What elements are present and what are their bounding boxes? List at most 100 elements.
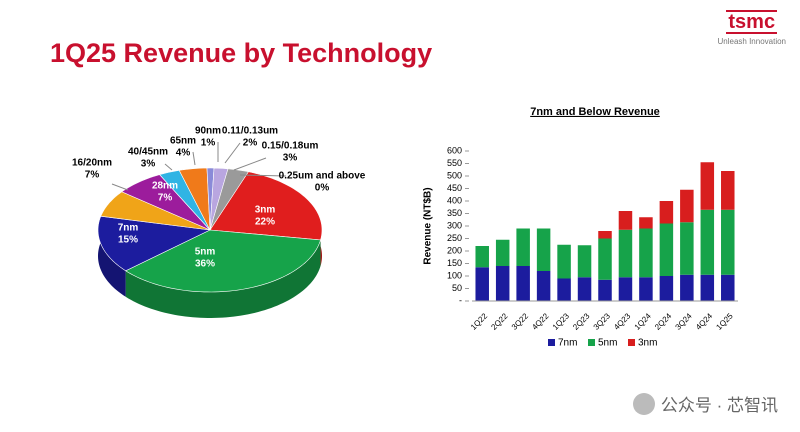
pie-side [98,216,126,297]
slice-value-label: 7% [85,170,100,181]
x-tick-label: 1Q25 [714,311,735,332]
x-tick-label: 2Q22 [489,311,510,332]
bar-segment [598,238,612,280]
watermark-icon [632,392,655,415]
y-tick-label: 200 [447,245,462,255]
bar-segment [557,278,571,301]
y-tick-label: 150 [447,258,462,268]
logo: tsmc Unleash Innovation [717,10,787,46]
leader-line [239,174,287,177]
bar-segment [700,162,715,210]
y-axis-label: Revenue (NT$B) [423,187,434,264]
bar-segment [618,277,633,301]
x-tick-label: 2Q23 [571,311,592,332]
x-tick-label: 4Q23 [612,311,633,332]
y-tick-label: 450 [447,183,462,193]
bar-segment [680,274,694,301]
y-tick-label: 350 [447,208,462,218]
y-tick-label: 500 [447,170,462,180]
slice-value-label: 0% [315,183,330,194]
x-tick-label: 1Q22 [469,311,490,332]
bar-segment [700,274,715,301]
bar-segment [700,209,715,275]
x-tick-label: 4Q24 [694,311,715,332]
slice-label: 90nm [195,126,221,137]
bar-segment [598,231,612,239]
slice-value-label: 22% [255,217,275,228]
slice-label: 16/20nm [72,158,112,169]
bar-segment [516,228,530,266]
slice-label: 0.25um and above [279,171,366,182]
bar-segment [659,276,674,301]
slice-label: 0.11/0.13um [222,126,278,137]
leader-line [192,151,196,166]
bar-segment [536,228,551,271]
pie-slice [125,229,321,293]
x-tick-label: 1Q23 [551,311,572,332]
y-tick-label: - [459,295,462,305]
y-tick-label: 100 [447,270,462,280]
slice-value-label: 36% [195,259,215,270]
legend-swatch [548,339,555,346]
slice-value-label: 3% [141,159,156,170]
pie-slice [209,168,249,231]
bar-segment [639,228,653,278]
slice-label: 28nm [152,181,178,192]
pie-slice [100,191,211,231]
pie-side [125,239,321,318]
slice-value-label: 2% [243,138,258,149]
bar-segment [516,266,530,301]
pie-slice [97,215,212,272]
slice-label: 65nm [170,136,196,147]
x-tick-label: 3Q22 [510,311,531,332]
x-tick-label: 4Q22 [530,311,551,332]
slice-value-label: 7% [158,193,173,204]
x-tick-label: 3Q23 [592,311,613,332]
legend-swatch [588,339,595,346]
y-tick-label: 400 [447,195,462,205]
y-tick-label: 600 [447,145,462,155]
bar-segment [721,209,735,275]
slice-label: 0.15/0.18um [262,141,319,152]
leader-line [224,142,241,164]
y-tick-label: 250 [447,233,462,243]
bar-segment [721,274,735,301]
pie-slice [209,171,323,241]
bar-segment [475,267,489,301]
watermark: 公众号 · 芯智讯 [632,391,778,416]
bar-segment [557,244,571,279]
legend-label: 3nm [638,338,657,349]
pie-slice [178,167,211,231]
slice-value-label: 4% [176,148,191,159]
legend-swatch [628,339,635,346]
logo-tagline: Unleash Innovation [717,37,787,46]
bar-segment [577,245,592,278]
y-tick-label: 300 [447,220,462,230]
legend-label: 5nm [598,338,617,349]
bar-segment [577,277,592,301]
x-tick-label: 1Q24 [633,311,654,332]
slice-value-label: 1% [201,138,216,149]
chart-title: 7nm and Below Revenue [530,106,660,118]
bar-segment [475,246,489,268]
bar-segment [721,171,735,210]
bar-segment [659,201,674,224]
slice-label: 5nm [195,247,216,258]
x-tick-label: 3Q24 [674,311,695,332]
watermark-text: 公众号 · 芯智讯 [660,396,778,415]
bar-segment [639,277,653,301]
slice-label: 3nm [255,205,276,216]
pie-slice [159,170,211,231]
leader-line [111,183,129,191]
legend-label: 7nm [558,338,577,349]
slice-label: 40/45nm [128,147,168,158]
bar-segment [495,266,510,301]
bar-segment [680,189,694,223]
slice-value-label: 3% [283,153,298,164]
slice-value-label: 15% [118,235,138,246]
bar-segment [659,223,674,276]
y-tick-label: 550 [447,158,462,168]
bar-segment [618,211,633,230]
bar-segment [618,229,633,278]
